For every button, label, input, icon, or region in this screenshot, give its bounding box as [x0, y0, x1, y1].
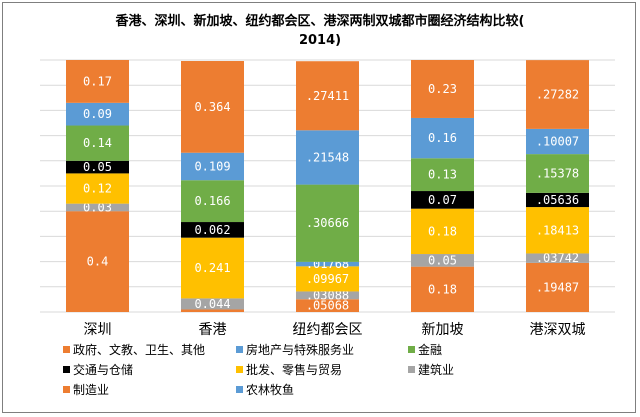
legend-swatch	[408, 366, 415, 373]
bar-segment	[66, 203, 129, 212]
bar-segment	[66, 125, 129, 161]
legend-swatch	[236, 386, 243, 393]
data-label: .19487	[536, 280, 579, 294]
bar-segment	[296, 291, 359, 300]
data-label: .15378	[536, 166, 579, 180]
data-label: 0.03	[83, 200, 112, 214]
bar-segment	[66, 60, 129, 103]
bar-segment	[66, 160, 129, 174]
bar-segment	[296, 130, 359, 185]
category-labels: 深圳 香港 纽约都会区 新加坡 港深双城	[84, 322, 586, 338]
data-label: .03742	[536, 251, 579, 265]
legend-swatch	[63, 386, 70, 393]
bar-segment	[411, 266, 474, 312]
bar-segment	[181, 61, 244, 153]
data-label: .18413	[536, 223, 579, 237]
bar-segment	[526, 128, 589, 155]
data-label: 0.07	[428, 193, 457, 207]
data-label: .05068	[306, 299, 349, 313]
legend-entry: 批发、零售与贸易	[246, 362, 342, 377]
data-label: 0.18	[428, 224, 457, 238]
legend-entry: 政府、文教、卫生、其他	[73, 342, 205, 357]
bar-segment	[411, 117, 474, 159]
legend-entry: 农林牧鱼	[246, 383, 294, 397]
data-label: 0.109	[194, 159, 230, 173]
bar-segment	[181, 237, 244, 299]
data-label: 0.18	[428, 282, 457, 296]
legend-swatch	[63, 346, 70, 353]
bar-segment	[181, 180, 244, 223]
bar-segment	[181, 298, 244, 310]
data-label: 0.4	[87, 255, 109, 269]
legend-entry: 房地产与特殊服务业	[246, 342, 354, 357]
legend-entry: 建筑业	[418, 362, 454, 377]
bar-segment	[296, 61, 359, 131]
bar-segment	[526, 207, 589, 254]
bar-segment	[296, 266, 359, 292]
chart-title: 香港、深圳、新加坡、纽约都会区、港深两制双城都市圈经济结构比较(	[115, 13, 525, 29]
data-label: 0.14	[83, 136, 112, 150]
data-label: 0.12	[83, 182, 112, 196]
bar-segment	[411, 158, 474, 192]
bar-segment	[526, 154, 589, 193]
data-label: .27282	[536, 88, 579, 102]
bar-segment	[296, 261, 359, 267]
chart-frame	[2, 2, 636, 413]
data-label: 0.062	[194, 223, 230, 237]
data-label: 0.166	[194, 194, 230, 208]
bar-segment	[66, 211, 129, 312]
data-label: .09967	[306, 272, 349, 286]
data-label: 0.241	[194, 261, 230, 275]
data-label: .30666	[306, 216, 349, 230]
legend-entry: 金融	[418, 342, 442, 357]
bars-group: 0.4 0.03 0.12 0.05 0.14 0.09 0.17 0.044 0.241 0.0…	[66, 60, 589, 313]
data-label: 0.05	[83, 160, 112, 174]
bar-segment	[526, 262, 589, 312]
data-label: 0.23	[428, 82, 457, 96]
data-label: .03088	[306, 288, 349, 302]
legend-swatch	[236, 346, 243, 353]
data-label: 0.13	[428, 168, 457, 182]
data-label: 0.044	[194, 297, 230, 311]
bar-segment	[526, 60, 589, 129]
category-label: 深圳	[84, 322, 112, 338]
legend-entry: 制造业	[73, 383, 109, 397]
legend-swatch	[236, 366, 243, 373]
data-label: 0.17	[83, 74, 112, 88]
bar-segment	[296, 184, 359, 262]
category-label: 港深双城	[530, 322, 586, 338]
legend-entry: 交通与仓储	[73, 362, 133, 377]
data-label: .05636	[536, 193, 579, 207]
data-label: .21548	[306, 150, 349, 164]
data-label: .10007	[536, 134, 579, 148]
data-label: 0.09	[83, 107, 112, 121]
data-label: 0.364	[194, 100, 230, 114]
bar-segment	[181, 222, 244, 238]
bar-segment	[411, 191, 474, 209]
bar-segment	[296, 299, 359, 312]
bar-segment	[181, 152, 244, 181]
category-label: 纽约都会区	[293, 322, 363, 338]
bar-segment	[411, 60, 474, 118]
bar-segment	[181, 309, 244, 312]
data-label: 0.05	[428, 253, 457, 267]
bar-segment	[526, 192, 589, 208]
legend-swatch	[408, 346, 415, 353]
category-label: 香港	[199, 322, 227, 338]
chart-title-line2: 2014)	[299, 33, 341, 48]
bar-segment	[411, 254, 474, 267]
data-label: 0.16	[428, 131, 457, 145]
category-label: 新加坡	[422, 322, 464, 338]
legend-swatch	[63, 366, 70, 373]
data-label: .27411	[306, 89, 349, 103]
bar-segment	[66, 173, 129, 204]
bar-segment	[411, 208, 474, 255]
bar-segment	[526, 253, 589, 263]
bar-segment	[66, 102, 129, 126]
